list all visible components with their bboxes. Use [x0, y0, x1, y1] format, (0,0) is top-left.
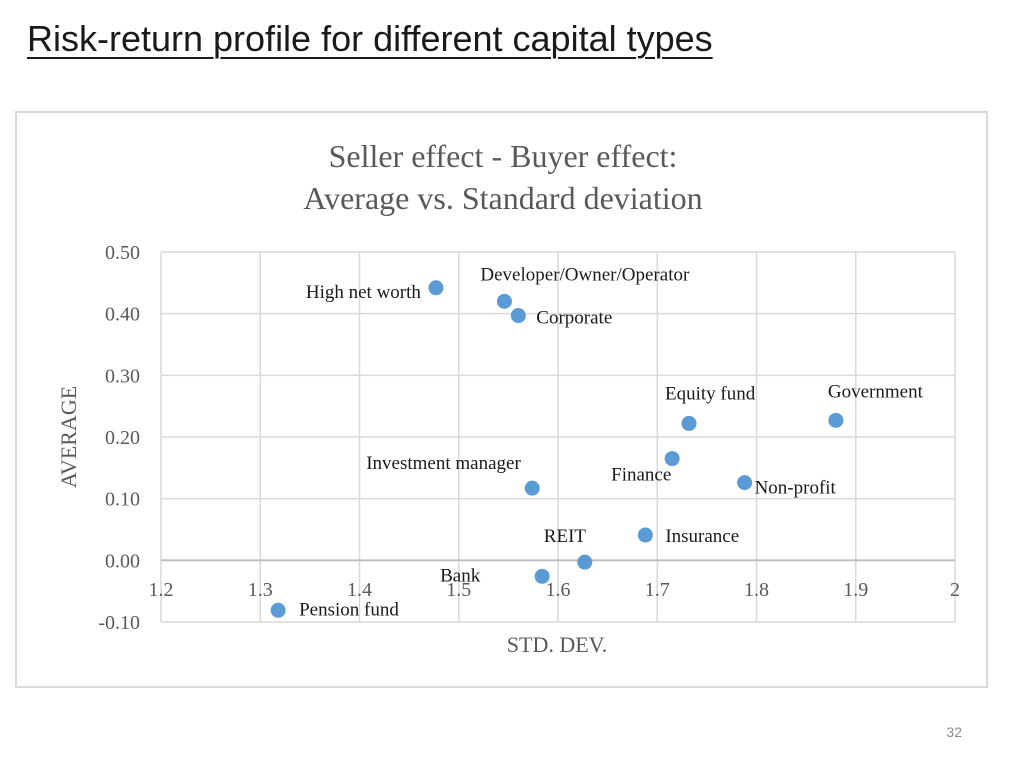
- data-point: [428, 280, 444, 296]
- data-point: [664, 451, 680, 467]
- data-point: [510, 308, 526, 324]
- data-label: Finance: [611, 465, 671, 486]
- data-label: Developer/Owner/Operator: [480, 264, 690, 285]
- x-tick-label: 1.6: [546, 579, 571, 601]
- data-point: [270, 602, 286, 618]
- data-label: Pension fund: [299, 599, 399, 620]
- data-point: [828, 412, 844, 428]
- x-tick-label: 2: [950, 579, 960, 601]
- data-label: Investment manager: [366, 453, 521, 474]
- y-tick-label: 0.00: [105, 550, 140, 572]
- data-point: [637, 527, 653, 543]
- y-tick-label: 0.20: [105, 427, 140, 449]
- chart-frame: Seller effect - Buyer effect: Average vs.…: [15, 111, 988, 688]
- data-label: Equity fund: [665, 383, 756, 404]
- x-tick-label: 1.8: [744, 579, 769, 601]
- data-point: [737, 475, 753, 491]
- y-tick-label: -0.10: [98, 612, 140, 634]
- y-axis-title: AVERAGE: [56, 386, 81, 488]
- x-tick-label: 1.4: [347, 579, 372, 601]
- data-label: Insurance: [665, 526, 739, 547]
- data-point: [524, 480, 540, 496]
- chart-title-line-1: Seller effect - Buyer effect:: [329, 138, 678, 174]
- scatter-chart: Seller effect - Buyer effect: Average vs.…: [56, 138, 960, 657]
- x-tick-label: 1.5: [446, 579, 471, 601]
- y-tick-label: 0.10: [105, 489, 140, 511]
- y-tick-label: 0.50: [105, 242, 140, 264]
- x-tick-label: 1.3: [248, 579, 273, 601]
- data-point: [534, 568, 550, 584]
- page-number: 32: [946, 724, 962, 740]
- chart-title-line-2: Average vs. Standard deviation: [303, 180, 702, 216]
- data-label: Non-profit: [755, 478, 837, 499]
- x-axis-title: STD. DEV.: [507, 632, 607, 657]
- data-point: [496, 293, 512, 309]
- y-tick-label: 0.40: [105, 304, 140, 326]
- data-label: High net worth: [306, 282, 422, 303]
- x-tick-label: 1.2: [149, 579, 174, 601]
- data-point: [577, 554, 593, 570]
- x-tick-label: 1.7: [645, 579, 670, 601]
- data-label: REIT: [544, 526, 587, 547]
- data-label: Government: [828, 381, 924, 402]
- x-tick-label: 1.9: [843, 579, 868, 601]
- data-label: Bank: [440, 565, 481, 586]
- data-label: Corporate: [536, 308, 612, 329]
- data-point: [681, 415, 697, 431]
- y-tick-label: 0.30: [105, 365, 140, 387]
- slide-title: Risk-return profile for different capita…: [27, 18, 713, 59]
